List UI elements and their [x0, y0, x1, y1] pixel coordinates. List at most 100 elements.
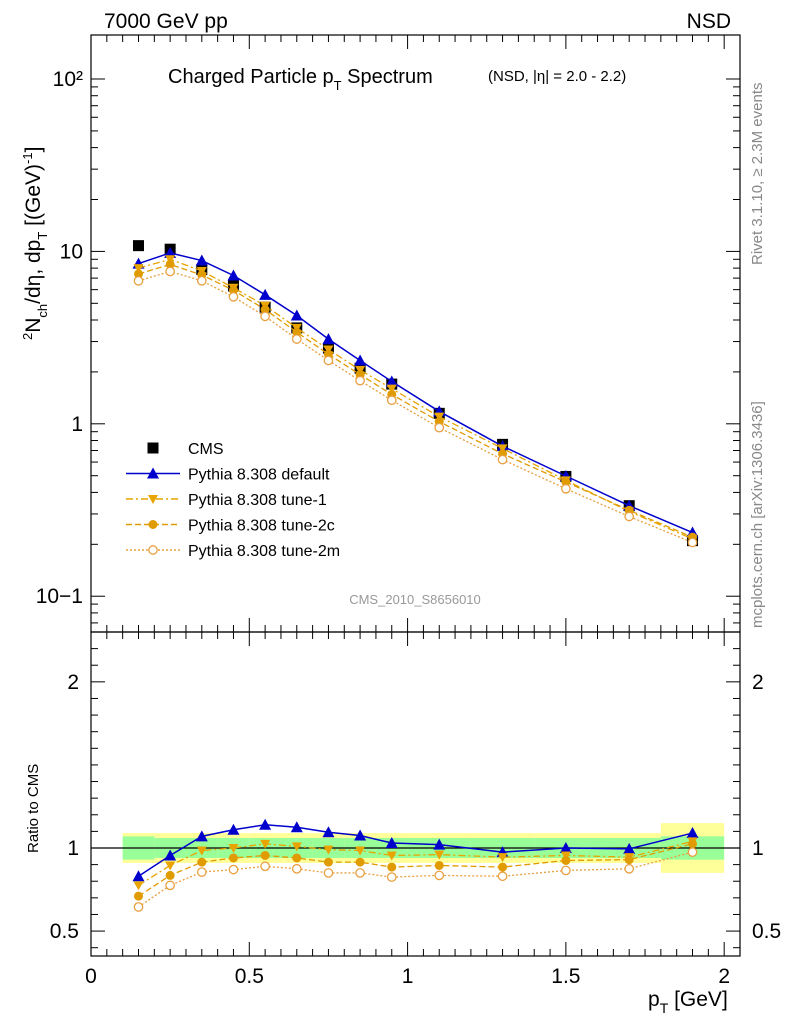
- main-plot-area: [132, 240, 699, 548]
- data-point: [133, 264, 144, 274]
- energy-label: 7000 GeV pp: [104, 10, 228, 33]
- legend-marker: [147, 467, 159, 479]
- data-point: [133, 275, 144, 286]
- data-point: [434, 870, 445, 881]
- analysis-label: CMS_2010_S8656010: [349, 592, 481, 607]
- y-tick-label: 10: [60, 240, 83, 263]
- data-point: [386, 872, 397, 882]
- data-point: [227, 823, 240, 835]
- data-point: [434, 422, 445, 433]
- data-point: [228, 864, 239, 875]
- data-point: [228, 844, 239, 853]
- data-point: [434, 850, 445, 860]
- data-point: [434, 860, 444, 870]
- data-point: [385, 375, 398, 387]
- data-point: [164, 849, 177, 861]
- data-point: [497, 853, 508, 863]
- data-point: [196, 867, 207, 877]
- data-point: [196, 275, 207, 286]
- ratio-axes: 0.5 0.5 1 1 2 2 0 0.5 1 1.5 2: [50, 632, 781, 988]
- data-point: [322, 826, 335, 838]
- series-line: [138, 843, 693, 897]
- legend-label: Pythia 8.308 tune-2c: [188, 518, 335, 535]
- x-tick-label: 1.5: [551, 965, 580, 988]
- data-point: [355, 868, 365, 878]
- data-point: [323, 857, 333, 867]
- series-line: [138, 823, 693, 877]
- y-tick-label: 10−1: [36, 585, 83, 608]
- data-point: [291, 842, 302, 852]
- y-tick-label: 1: [71, 413, 83, 436]
- data-point: [561, 855, 571, 865]
- data-point: [260, 861, 270, 872]
- main-axes: 10−1 1 10 10²: [36, 35, 740, 632]
- data-point: [354, 354, 367, 366]
- data-point: [433, 838, 446, 850]
- data-point: [291, 334, 302, 344]
- legend-marker: [147, 442, 159, 454]
- data-point: [197, 857, 207, 867]
- data-point: [228, 292, 239, 302]
- data-point: [133, 881, 144, 891]
- legend-item: Pythia 8.308 tune-1: [126, 492, 327, 509]
- data-point: [196, 846, 207, 856]
- ratio-plot-area: [91, 818, 740, 912]
- data-point: [291, 863, 302, 874]
- ratio-series-0: [132, 818, 699, 882]
- ratio-series-3: [133, 847, 698, 912]
- legend-marker: [148, 545, 158, 555]
- legend-item: Pythia 8.308 tune-2c: [126, 518, 335, 535]
- series-4: [133, 266, 698, 548]
- data-point: [290, 821, 303, 833]
- data-point: [165, 259, 175, 269]
- data-point: [688, 839, 698, 849]
- data-point: [132, 870, 145, 882]
- x-axis-label: pT [GeV]: [648, 988, 728, 1016]
- data-point: [292, 327, 302, 337]
- data-point: [354, 829, 367, 841]
- data-point: [133, 891, 143, 901]
- series-line: [138, 851, 693, 908]
- y-tick-label: 2: [67, 671, 79, 694]
- legend-marker: [148, 520, 158, 529]
- y-tick-label: 0.5: [50, 920, 79, 943]
- chart-title-note: (NSD, |η| = 2.0 - 2.2): [488, 68, 626, 85]
- rivet-label: Rivet 3.1.10, ≥ 2.3M events: [749, 83, 766, 266]
- legend-label: Pythia 8.308 default: [188, 467, 330, 484]
- x-tick-label: 0.5: [235, 965, 264, 988]
- y-tick-label: 1: [67, 837, 79, 860]
- ratio-panel: 0.5 0.5 1 1 2 2 0 0.5 1 1.5 2 Ratio to CMS pT [GeV…: [25, 631, 781, 1016]
- data-point: [165, 266, 175, 277]
- data-point: [624, 511, 635, 522]
- chart-title: Charged Particle pT Spectrum: [168, 66, 433, 93]
- y-tick-label-right: 1: [752, 837, 764, 860]
- data-point: [165, 255, 176, 265]
- data-point: [165, 861, 176, 871]
- data-point: [323, 355, 334, 366]
- legend-item: Pythia 8.308 default: [126, 467, 330, 484]
- data-point: [195, 830, 208, 842]
- data-point: [133, 269, 143, 279]
- data-point: [561, 477, 571, 487]
- data-point: [623, 842, 636, 854]
- series-line: [138, 263, 693, 538]
- y-tick-label-right: 2: [752, 671, 764, 694]
- legend-label: Pythia 8.308 tune-2m: [188, 543, 340, 560]
- data-point: [322, 333, 335, 345]
- ratio-series-2: [133, 839, 698, 901]
- data-point: [260, 311, 270, 322]
- data-point: [195, 254, 208, 266]
- legend-item: CMS: [147, 441, 224, 458]
- legend-item: Pythia 8.308 tune-2m: [126, 543, 340, 560]
- data-point: [290, 309, 303, 321]
- data-point: [165, 870, 175, 880]
- data-point: [559, 842, 572, 853]
- data-point: [387, 862, 397, 872]
- data-point: [497, 871, 508, 882]
- x-tick-label: 2: [718, 965, 730, 988]
- data-point: [227, 269, 240, 281]
- legend-marker: [148, 495, 158, 504]
- ratio-y-axis-label: Ratio to CMS: [25, 764, 42, 853]
- legend-label: Pythia 8.308 tune-1: [188, 492, 327, 509]
